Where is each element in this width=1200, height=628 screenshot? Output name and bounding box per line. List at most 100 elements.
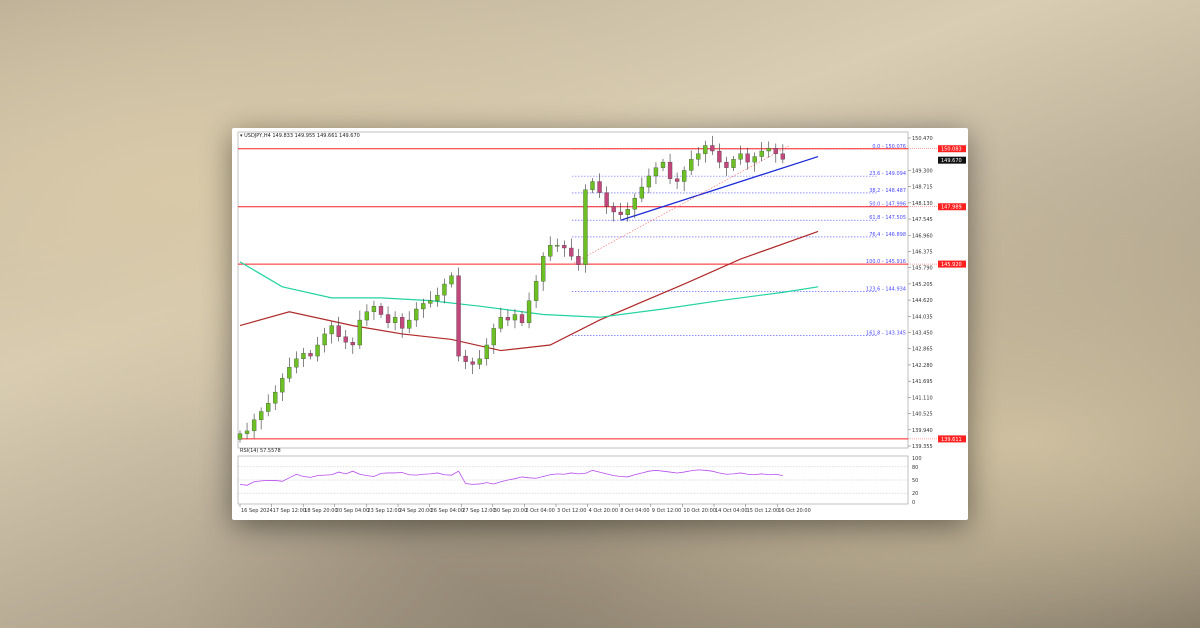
x-tick-label: 18 Sep 20:00 — [304, 508, 337, 514]
current-price-label: 149.670 — [941, 158, 962, 164]
candle-body — [717, 150, 722, 163]
x-tick-label: 17 Sep 12:00 — [273, 508, 306, 514]
candle-body — [703, 145, 708, 154]
candle-body — [738, 153, 743, 160]
collapse-icon[interactable]: ▾ — [240, 133, 243, 139]
y-tick-label: 150.470 — [912, 136, 933, 142]
fib-level-label: 123.6 - 144.934 — [866, 286, 906, 292]
candle-body — [667, 161, 673, 179]
candle-body — [364, 311, 370, 321]
x-tick-label: 14 Oct 04:00 — [715, 508, 748, 514]
candle-body — [759, 150, 764, 157]
candle-body — [505, 317, 511, 321]
candle-body — [618, 211, 623, 215]
candle-body — [766, 148, 771, 152]
candle-body — [308, 353, 313, 357]
y-tick-label: 143.450 — [912, 331, 933, 337]
y-tick-label: 139.940 — [912, 428, 933, 434]
candle-body — [336, 325, 341, 337]
candle-body — [315, 344, 320, 357]
candle-body — [710, 145, 715, 152]
candle-body — [512, 314, 518, 321]
candle-body — [632, 197, 637, 210]
y-tick-label: 147.545 — [912, 217, 933, 223]
candle-body — [540, 256, 546, 282]
x-tick-label: 9 Oct 12:00 — [652, 508, 681, 514]
y-tick-label: 144.035 — [912, 314, 933, 320]
candle-body — [463, 355, 468, 362]
x-tick-label: 4 Oct 20:00 — [589, 508, 618, 514]
candle-body — [625, 209, 630, 215]
candle-body — [456, 275, 461, 357]
y-tick-label: 140.525 — [912, 412, 933, 418]
rsi-level-label: 100 — [912, 456, 922, 462]
moving-average-red — [239, 230, 819, 352]
candle-body — [484, 344, 489, 360]
x-tick-label: 30 Sep 20:00 — [494, 508, 527, 514]
x-tick-label: 20 Sep 04:00 — [336, 508, 369, 514]
ohlc-values: 149.833 149.955 149.661 149.670 — [272, 133, 360, 139]
fib-level-label: 161.8 - 143.345 — [866, 330, 906, 336]
candle-body — [244, 430, 250, 434]
chart-header: ▾ USDJPY,H4 149.833 149.955 149.661 149.… — [240, 133, 360, 139]
y-tick-label: 149.300 — [912, 168, 933, 174]
y-tick-label: 142.865 — [912, 347, 933, 353]
price-tag-label: 145.920 — [941, 262, 962, 268]
candle-body — [237, 433, 243, 440]
y-tick-label: 141.695 — [912, 379, 933, 385]
chart-card: 0.0 - 150.076 23.6 - 149.094 38.2 - 148.48… — [232, 128, 968, 520]
x-tick-label: 15 Oct 12:00 — [747, 508, 780, 514]
candle-body — [696, 153, 701, 160]
rsi-label: RSI(14) 57.5578 — [240, 448, 281, 454]
candle-body — [604, 192, 609, 207]
candle-body — [273, 391, 278, 404]
x-tick-label: 26 Sep 04:00 — [431, 508, 464, 514]
y-tick-label: 139.355 — [912, 444, 933, 450]
candle-body — [724, 161, 729, 168]
trendline-blue — [620, 155, 819, 221]
x-tick-label: 16 Oct 20:00 — [778, 508, 811, 514]
x-tick-label: 27 Sep 12:00 — [462, 508, 495, 514]
candle-body — [392, 317, 398, 323]
candle-body — [526, 300, 532, 323]
candle-body — [519, 314, 525, 323]
candle-body — [555, 245, 560, 247]
candle-body — [301, 353, 306, 360]
rsi-level-label: 0 — [912, 500, 915, 506]
candle-body — [421, 303, 426, 310]
candle-body — [548, 245, 553, 257]
candle-body — [681, 170, 687, 182]
candle-body — [470, 361, 475, 365]
candle-body — [477, 358, 482, 365]
current-price-tag — [938, 156, 966, 164]
candle-body — [371, 306, 377, 312]
y-tick-label: 141.110 — [912, 395, 933, 401]
candle-body — [562, 245, 567, 249]
plot-frame — [237, 131, 909, 449]
candle-body — [611, 206, 616, 213]
price-tag-label: 139.611 — [941, 437, 962, 443]
candle-body — [780, 153, 785, 160]
trendline-red-dashed — [571, 145, 791, 265]
y-tick-label: 145.790 — [912, 266, 933, 272]
y-tick-label: 146.375 — [912, 249, 933, 255]
candle-body — [266, 403, 271, 412]
candle-body — [576, 256, 581, 265]
x-tick-label: 10 Oct 20:00 — [683, 508, 716, 514]
candle-body — [428, 300, 433, 304]
candle-body — [660, 161, 666, 168]
candle-body — [435, 294, 440, 301]
candle-body — [280, 378, 285, 393]
y-tick-label: 146.960 — [912, 233, 933, 239]
candle-body — [294, 358, 299, 368]
candle-body — [773, 148, 778, 154]
fib-level-label: 61.8 - 147.505 — [869, 215, 906, 221]
x-tick-label: 24 Sep 20:00 — [399, 508, 432, 514]
candle-body — [498, 317, 504, 329]
candle-body — [674, 178, 680, 182]
price-tag-label: 147.989 — [941, 205, 962, 211]
candle-body — [449, 275, 454, 285]
candle-body — [731, 159, 736, 168]
price-tag — [938, 145, 966, 153]
candle-body — [752, 156, 757, 163]
